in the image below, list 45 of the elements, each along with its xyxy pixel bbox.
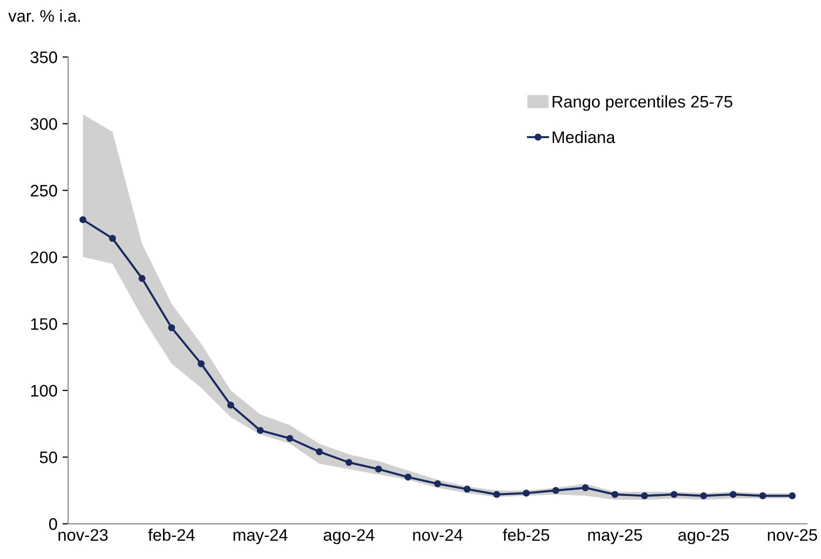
point — [464, 486, 471, 493]
x-tick-label: feb-25 — [502, 528, 550, 541]
point — [522, 490, 530, 497]
point — [730, 490, 737, 498]
point — [286, 434, 294, 442]
point — [700, 492, 708, 500]
point — [788, 492, 796, 500]
y-tick-label: 350 — [30, 51, 58, 64]
x-tick-label: may-24 — [234, 529, 288, 544]
point — [582, 484, 589, 492]
point — [316, 448, 323, 456]
x-tick-label: may-25 — [588, 529, 642, 544]
point — [345, 458, 352, 466]
y-tick-label: 50 — [40, 452, 58, 464]
point — [198, 360, 205, 368]
y-tick-label: 250 — [30, 184, 58, 197]
y-axis-title: var. % i.a. — [8, 10, 80, 22]
legend-label: Rango percentiles 25-75 — [552, 95, 732, 111]
y-tick-label: 200 — [30, 251, 58, 264]
point — [611, 490, 618, 498]
x-tick-label: nov-25 — [768, 529, 818, 541]
x-tick-label: nov-24 — [413, 529, 463, 541]
point — [138, 274, 146, 282]
x-tick-label: feb-24 — [148, 528, 195, 541]
point — [79, 216, 86, 224]
point — [552, 486, 560, 494]
point — [109, 234, 116, 242]
y-tick-label: 150 — [31, 318, 58, 330]
legend-label: Mediana — [552, 130, 616, 144]
point — [375, 466, 382, 473]
point — [227, 402, 234, 409]
point — [641, 492, 648, 500]
x-tick-label: nov-23 — [58, 529, 108, 541]
point — [404, 474, 412, 481]
y-tick-label: 300 — [30, 118, 58, 130]
x-tick-label: ago-25 — [678, 529, 729, 544]
point — [670, 490, 678, 498]
point — [168, 324, 176, 332]
point — [759, 492, 766, 500]
y-tick-label: 0 — [49, 518, 58, 530]
y-tick-label: 100 — [31, 384, 58, 397]
x-tick-label: ago-24 — [324, 529, 374, 544]
point — [434, 480, 442, 488]
point — [493, 490, 500, 498]
point — [256, 426, 264, 434]
